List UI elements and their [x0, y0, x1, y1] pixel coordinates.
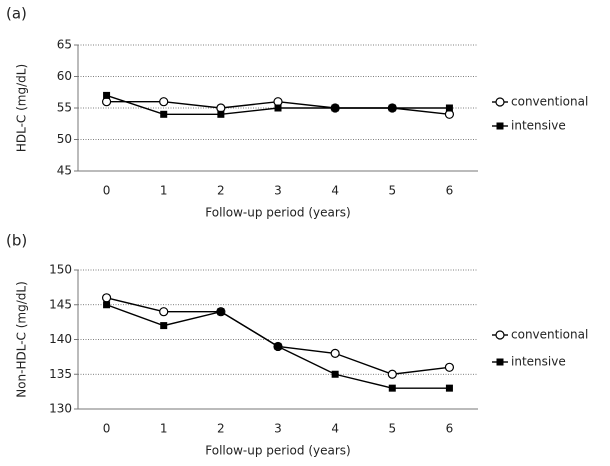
- legend-label: intensive: [511, 119, 566, 133]
- legend-marker: [496, 358, 504, 366]
- x-tick-label: 4: [331, 422, 339, 436]
- panel-label: (a): [6, 5, 27, 23]
- x-tick-label: 5: [388, 422, 396, 436]
- x-tick-label: 1: [160, 422, 168, 436]
- series-line: [106, 297, 450, 375]
- data-point: [101, 293, 112, 303]
- y-tick-label: 55: [57, 101, 72, 115]
- x-tick-label: 3: [274, 184, 282, 198]
- data-point: [388, 384, 396, 392]
- x-tick-label: 0: [103, 184, 111, 198]
- data-point: [217, 308, 225, 316]
- data-point: [103, 91, 111, 99]
- x-tick-label: 0: [103, 422, 111, 436]
- x-tick-label: 2: [217, 184, 225, 198]
- x-tick-label: 1: [160, 184, 168, 198]
- x-tick-label: 6: [446, 422, 454, 436]
- x-tick-label: 5: [388, 184, 396, 198]
- data-point: [330, 348, 340, 358]
- legend-label: conventional: [511, 328, 588, 342]
- data-point: [388, 104, 396, 112]
- x-tick-label: 6: [446, 184, 454, 198]
- y-tick-label: 140: [49, 332, 72, 346]
- data-point: [331, 104, 339, 112]
- data-point: [160, 110, 168, 118]
- y-axis-label: Non-HDL-C (mg/dL): [15, 281, 29, 398]
- y-tick-label: 145: [49, 297, 72, 311]
- data-point: [444, 362, 455, 372]
- data-point: [445, 384, 453, 392]
- data-point: [160, 322, 168, 330]
- x-axis-label: Follow-up period (years): [205, 444, 350, 458]
- data-point: [159, 97, 169, 107]
- data-point: [387, 369, 397, 379]
- data-point: [217, 110, 225, 118]
- data-point: [103, 301, 111, 309]
- y-tick-label: 150: [49, 263, 72, 277]
- y-axis-label: HDL-C (mg/dL): [15, 64, 29, 152]
- x-tick-label: 3: [274, 422, 282, 436]
- legend-marker: [496, 122, 504, 130]
- legend-label: conventional: [511, 95, 588, 109]
- data-point: [159, 307, 169, 317]
- legend-marker: [495, 330, 505, 340]
- panel-label: (b): [6, 232, 27, 250]
- y-tick-label: 45: [57, 164, 72, 178]
- legend-marker: [495, 97, 505, 107]
- x-axis-label: Follow-up period (years): [205, 206, 350, 220]
- legend-label: intensive: [511, 355, 566, 369]
- data-point: [445, 104, 453, 112]
- y-tick-label: 60: [57, 69, 72, 83]
- y-tick-label: 50: [57, 132, 72, 146]
- y-tick-label: 135: [49, 367, 72, 381]
- data-point: [274, 104, 282, 112]
- y-tick-label: 130: [49, 402, 72, 416]
- x-tick-label: 2: [217, 422, 225, 436]
- data-point: [331, 370, 339, 378]
- x-tick-label: 4: [331, 184, 339, 198]
- y-tick-label: 65: [57, 38, 72, 52]
- data-point: [274, 342, 282, 350]
